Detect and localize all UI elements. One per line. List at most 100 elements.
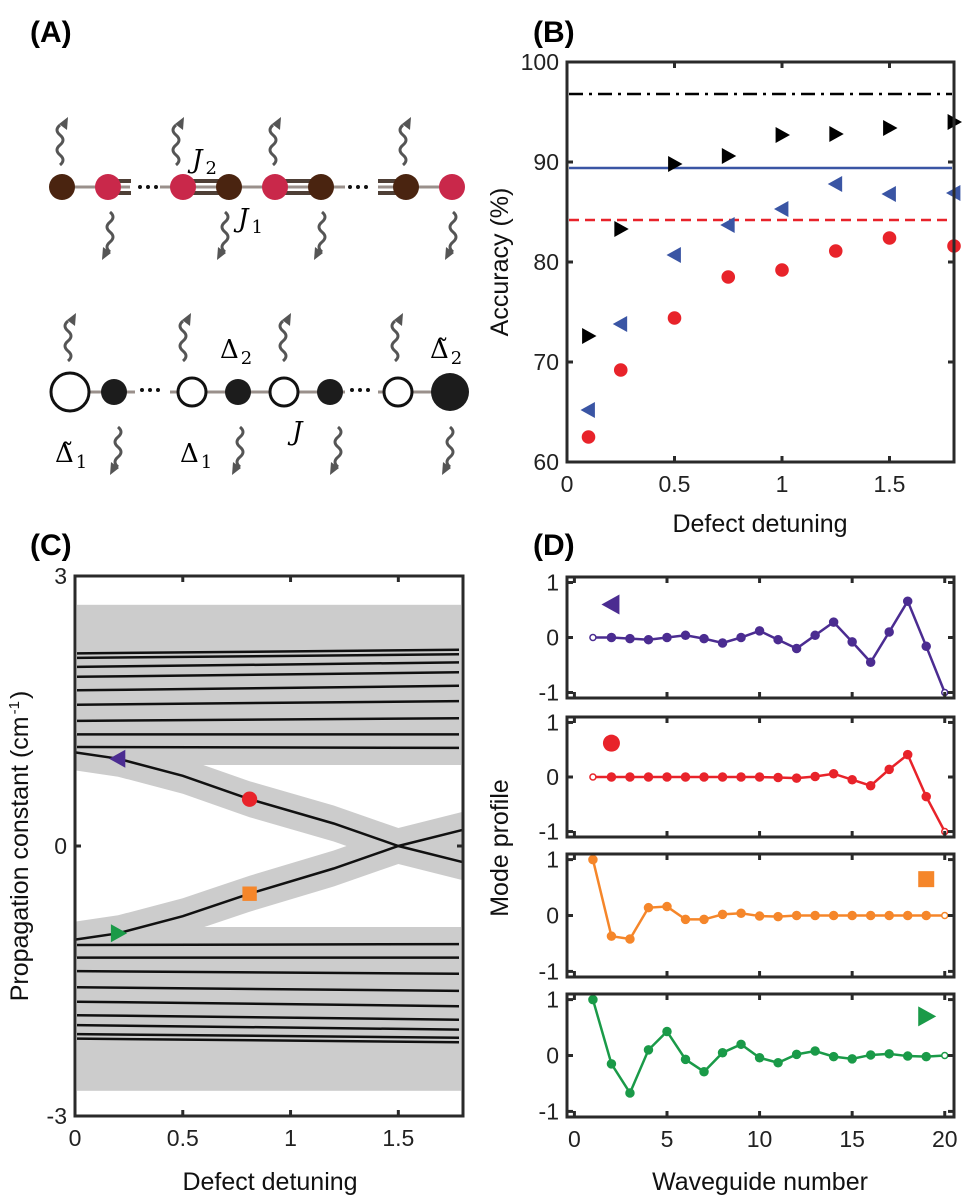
data-point-triangle-right <box>775 127 790 143</box>
mode-profile-point <box>791 1049 802 1060</box>
bulk-mode-line <box>76 1037 460 1044</box>
mode-profile-point <box>902 596 913 606</box>
mode-profile-point <box>680 630 691 641</box>
y-tick-label: 3 <box>54 563 67 589</box>
y-tick-label: 100 <box>521 49 559 75</box>
edge-mode-band <box>75 811 463 958</box>
y-tick-label: 70 <box>533 349 559 375</box>
data-point-triangle-right <box>883 120 898 136</box>
x-tick-label: 1.5 <box>382 1125 414 1151</box>
x-tick-label: 0 <box>568 1126 581 1152</box>
ellipsis-dot <box>148 388 152 392</box>
mode-profile-point <box>810 771 820 782</box>
mode-profile-point <box>717 1047 728 1058</box>
data-point-triangle-right <box>829 126 844 142</box>
mode-profile-point <box>828 617 839 627</box>
mode-legend-marker-triangle-right <box>918 1006 937 1027</box>
mode-profile-point <box>884 764 894 775</box>
mode-profile-point <box>865 910 876 921</box>
mode-profile-point <box>754 911 765 921</box>
emission-arrow-down-icon <box>314 210 327 260</box>
bulk-mode-line <box>76 671 460 679</box>
x-tick-label: 10 <box>747 1126 773 1152</box>
emission-arrow-up-icon <box>268 117 281 167</box>
mode-profile-point <box>847 910 857 921</box>
y-tick-label: 1 <box>546 847 559 873</box>
panel-label-a: (A) <box>30 16 72 49</box>
filled-site <box>225 379 251 405</box>
x-tick-label: 20 <box>932 1126 958 1152</box>
mode-profile-point <box>717 909 728 920</box>
axes-frame <box>565 60 956 464</box>
data-point-triangle-right <box>614 221 629 237</box>
mode-profile-point <box>588 994 598 1005</box>
mode-profile-point <box>902 749 913 760</box>
mode-profile-point <box>699 914 709 925</box>
mode-profile-point <box>791 643 802 654</box>
mode-profile-point <box>736 1039 746 1050</box>
ellipsis-dot <box>350 388 354 392</box>
accuracy-chart: 0 0.5 1 1.5 60 70 80 90 100 Defect detuning Accura… <box>486 49 962 538</box>
emission-arrow-down-icon <box>102 210 115 260</box>
emission-arrow-up-icon <box>390 313 403 363</box>
lattice-site <box>439 174 465 200</box>
mode-profile-point <box>643 1045 654 1055</box>
y-tick-label: 80 <box>533 249 559 275</box>
open-site <box>268 376 300 408</box>
mode-profile-point <box>625 1088 635 1098</box>
data-point-triangle-right <box>668 156 683 172</box>
x-tick-label: 1 <box>776 471 789 497</box>
x-tick-label: 0.5 <box>659 471 691 497</box>
mode-profile-point <box>773 911 783 922</box>
mode-profile-point <box>736 908 746 919</box>
mode-profile-point <box>940 1051 949 1060</box>
y-axis-label: Accuracy (%) <box>486 188 514 337</box>
bulk-mode-line <box>76 1023 460 1031</box>
panel-label-c: (C) <box>30 529 72 562</box>
y-tick-label: 1 <box>546 987 559 1013</box>
bulk-mode-line <box>76 716 460 723</box>
mode-profile-point <box>606 632 617 643</box>
ellipsis-dot <box>348 185 352 189</box>
emission-arrow-down-icon <box>232 425 245 475</box>
bulk-mode-line <box>76 745 460 750</box>
mode-profile-point <box>589 773 597 781</box>
y-tick-label: 1 <box>546 570 559 596</box>
data-point-triangle-left <box>720 217 735 233</box>
bulk-mode-line <box>76 661 460 669</box>
emission-arrow-up-icon <box>171 117 184 167</box>
y-tick-label: -1 <box>539 819 559 845</box>
data-point-triangle-left <box>580 402 595 418</box>
y-axis-label-end: ) <box>6 691 34 699</box>
mode-profile-point <box>828 768 839 779</box>
lattice-site <box>393 174 419 200</box>
x-tick-label: 1.5 <box>874 471 906 497</box>
bulk-mode-line <box>76 942 460 947</box>
mode-profile-point <box>902 910 913 921</box>
label-j: J <box>287 417 304 447</box>
mode-profile-point <box>754 772 765 782</box>
data-point-triangle-right <box>721 148 737 164</box>
x-tick-label: 0 <box>561 471 574 497</box>
mode-profile-point <box>921 910 931 921</box>
y-tick-label: 0 <box>546 764 559 790</box>
ellipsis-dot <box>364 185 368 189</box>
bulk-band <box>77 927 461 1091</box>
panel-label-d: (D) <box>533 529 575 562</box>
filled-site <box>101 379 127 405</box>
mode-profile-point <box>773 1058 783 1068</box>
emission-arrow-up-icon <box>278 313 291 363</box>
ellipsis-dot <box>366 388 370 392</box>
x-tick-label: 5 <box>661 1126 674 1152</box>
emission-arrow-down-icon <box>330 425 343 475</box>
ellipsis-dot <box>358 388 362 392</box>
mode-profile-point <box>589 633 597 642</box>
mode-profile-subplot: -1 0 1 <box>539 709 956 845</box>
y-axis-label: Propagation constant (cm -1) <box>6 691 34 1002</box>
y-tick-label: -1 <box>539 680 559 706</box>
mode-profile-point <box>754 626 765 636</box>
x-tick-label: 0.5 <box>167 1125 199 1151</box>
